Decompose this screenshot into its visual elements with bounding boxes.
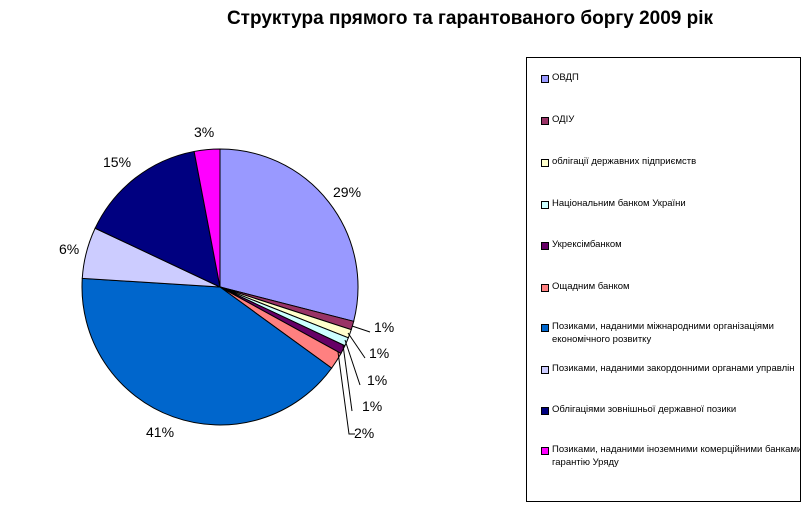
slice-label: 15% bbox=[103, 154, 131, 170]
legend-label-line: Облігаціями зовнішньої державної позики bbox=[552, 404, 737, 415]
leader-lines bbox=[337, 325, 371, 435]
slice-label: 2% bbox=[354, 425, 374, 441]
chart-title: Структура прямого та гарантованого боргу… bbox=[226, 8, 714, 29]
legend-label: облігації державних підприємств bbox=[552, 156, 696, 169]
legend-label-line: Позиками, наданими закордонними органами… bbox=[552, 363, 795, 374]
legend-swatch bbox=[541, 284, 549, 292]
legend-swatch bbox=[541, 366, 549, 374]
legend-swatch bbox=[541, 201, 549, 209]
slice-label: 29% bbox=[333, 184, 361, 200]
pie-slice bbox=[94, 150, 221, 288]
leader-line bbox=[347, 332, 366, 359]
legend-label-line: Позиками, наданими міжнародними організа… bbox=[552, 321, 774, 332]
legend-item: Національним банком України bbox=[541, 198, 800, 211]
legend-label-line: ОДІУ bbox=[552, 114, 575, 125]
legend-label: Позиками, наданими міжнародними організа… bbox=[552, 321, 774, 346]
legend-item: Облігаціями зовнішньої державної позики bbox=[541, 404, 800, 417]
slice-label: 1% bbox=[374, 319, 394, 335]
legend: ОВДП ОДІУ облігації державних підприємств Н… bbox=[526, 57, 801, 502]
legend-swatch bbox=[541, 407, 549, 415]
legend-label-line: Укрексімбанком bbox=[552, 239, 622, 250]
slice-label: 41% bbox=[146, 424, 174, 440]
legend-label-line: Позиками, наданими іноземними комерційни… bbox=[552, 444, 801, 455]
legend-label-line: Національним банком України bbox=[552, 198, 686, 209]
legend-label-line: облігації державних підприємств bbox=[552, 156, 697, 167]
pie-slice bbox=[219, 148, 359, 322]
legend-label: Позиками, наданими закордонними органами… bbox=[552, 363, 794, 376]
legend-item: Позиками, наданими закордонними органами… bbox=[541, 363, 800, 376]
slice-label: 3% bbox=[194, 124, 214, 140]
legend-item: ОВДП bbox=[541, 72, 800, 85]
legend-item: Укрексімбанком bbox=[541, 239, 800, 252]
legend-item: Позиками, наданими міжнародними організа… bbox=[541, 321, 800, 346]
slice-label: 1% bbox=[369, 345, 389, 361]
pie-slices bbox=[81, 148, 359, 426]
legend-label: ОВДП bbox=[552, 72, 579, 85]
pie-slice bbox=[81, 277, 333, 426]
legend-label-line: Ощадним банком bbox=[552, 281, 630, 292]
legend-swatch bbox=[541, 75, 549, 83]
legend-label: Позиками, наданими іноземними комерційни… bbox=[552, 444, 801, 469]
legend-swatch bbox=[541, 447, 549, 455]
legend-label-line: ОВДП bbox=[552, 72, 579, 83]
legend-item: Позиками, наданими іноземними комерційни… bbox=[541, 444, 800, 469]
slice-labels: 29% 1% 1% 1% 1% 2% 41% 6% 15% 3% bbox=[59, 124, 394, 441]
leader-line bbox=[344, 339, 361, 386]
legend-label-line: гарантію Уряду bbox=[552, 456, 619, 468]
legend-item: Ощадним банком bbox=[541, 281, 800, 294]
leader-line bbox=[337, 351, 355, 435]
slice-label: 1% bbox=[362, 398, 382, 414]
legend-swatch bbox=[541, 117, 549, 125]
legend-swatch bbox=[541, 324, 549, 332]
legend-label-line: економічного розвитку bbox=[552, 333, 652, 345]
slice-label: 1% bbox=[367, 372, 387, 388]
legend-item: ОДІУ bbox=[541, 114, 800, 127]
legend-item: облігації державних підприємств bbox=[541, 156, 800, 169]
legend-label: Укрексімбанком bbox=[552, 239, 622, 252]
legend-label: Облігаціями зовнішньої державної позики bbox=[552, 404, 736, 417]
legend-label: Національним банком України bbox=[552, 198, 686, 211]
pie-slice bbox=[193, 148, 221, 288]
legend-label: Ощадним банком bbox=[552, 281, 630, 294]
leader-line bbox=[351, 325, 371, 333]
legend-label: ОДІУ bbox=[552, 114, 574, 127]
slice-label: 6% bbox=[59, 241, 79, 257]
legend-swatch bbox=[541, 242, 549, 250]
legend-swatch bbox=[541, 159, 549, 167]
leader-line bbox=[342, 344, 353, 412]
